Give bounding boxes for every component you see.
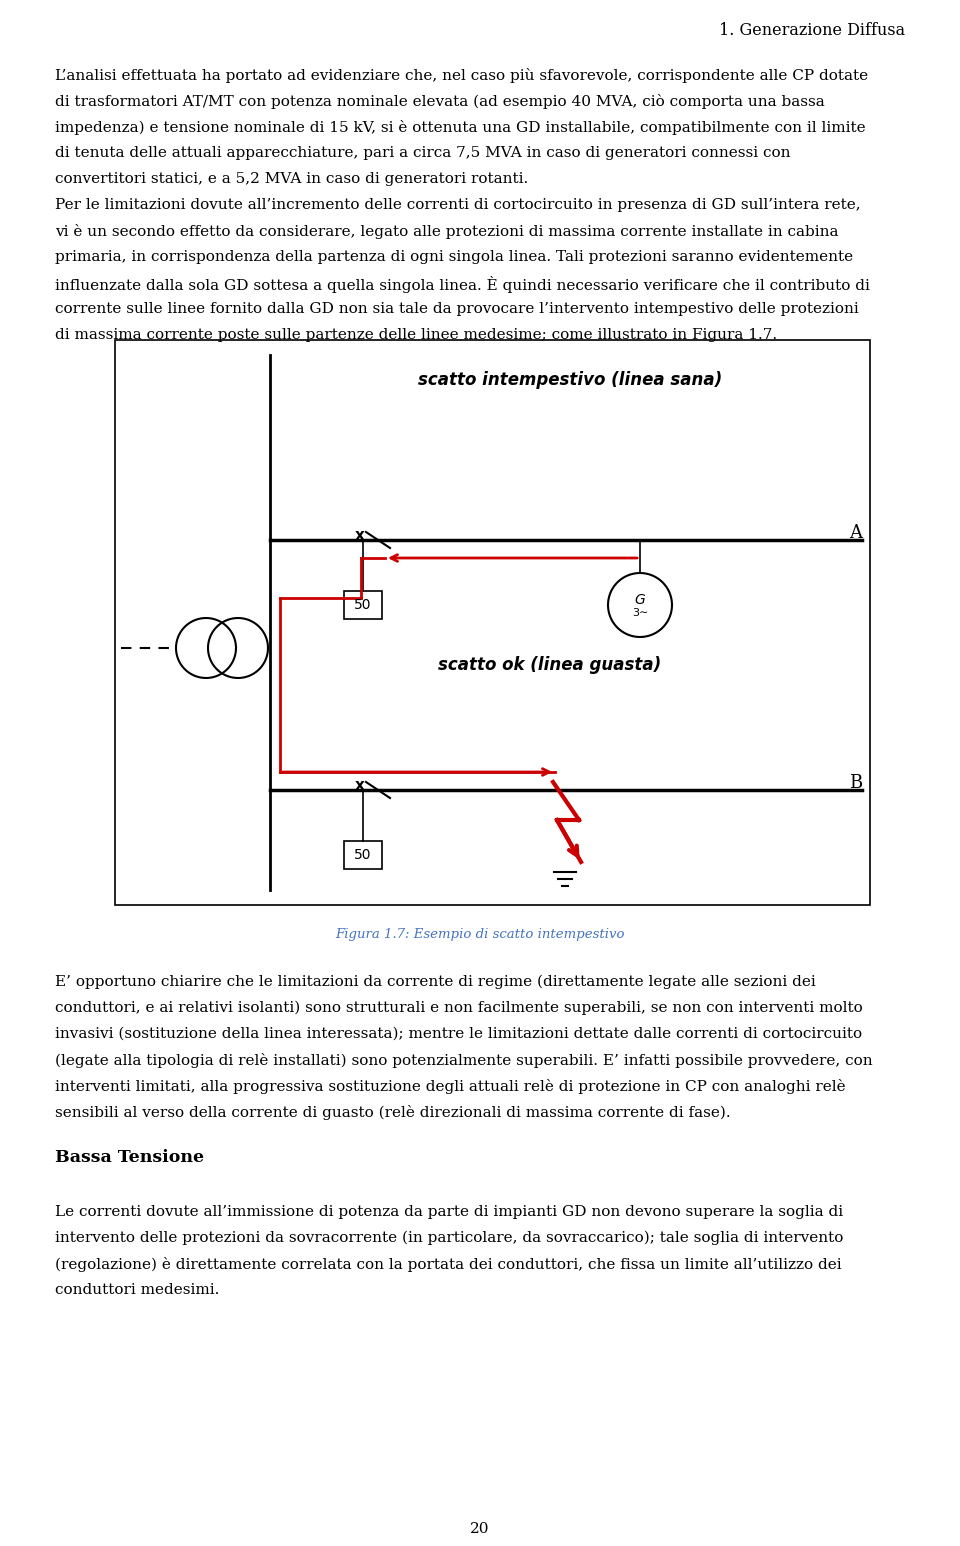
- Text: 3∼: 3∼: [632, 608, 648, 618]
- Text: 50: 50: [354, 598, 372, 612]
- Text: impedenza) e tensione nominale di 15 kV, si è ottenuta una GD installabile, comp: impedenza) e tensione nominale di 15 kV,…: [55, 121, 866, 135]
- Text: L’analisi effettuata ha portato ad evidenziare che, nel caso più sfavorevole, co: L’analisi effettuata ha portato ad evide…: [55, 68, 868, 83]
- Text: 20: 20: [470, 1521, 490, 1537]
- FancyBboxPatch shape: [344, 591, 382, 618]
- Text: primaria, in corrispondenza della partenza di ogni singola linea. Tali protezion: primaria, in corrispondenza della parten…: [55, 250, 853, 264]
- Text: scatto ok (linea guasta): scatto ok (linea guasta): [439, 656, 661, 674]
- Text: x: x: [355, 529, 365, 544]
- Text: interventi limitati, alla progressiva sostituzione degli attuali relè di protezi: interventi limitati, alla progressiva so…: [55, 1079, 846, 1095]
- Text: Per le limitazioni dovute all’incremento delle correnti di cortocircuito in pres: Per le limitazioni dovute all’incremento…: [55, 198, 860, 212]
- Text: conduttori, e ai relativi isolanti) sono strutturali e non facilmente superabili: conduttori, e ai relativi isolanti) sono…: [55, 1000, 863, 1016]
- Text: (regolazione) è direttamente correlata con la portata dei conduttori, che fissa : (regolazione) è direttamente correlata c…: [55, 1257, 842, 1272]
- FancyBboxPatch shape: [344, 841, 382, 869]
- Text: corrente sulle linee fornito dalla GD non sia tale da provocare l’intervento int: corrente sulle linee fornito dalla GD no…: [55, 301, 859, 315]
- Text: Bassa Tensione: Bassa Tensione: [55, 1149, 204, 1166]
- Text: scatto intempestivo (linea sana): scatto intempestivo (linea sana): [418, 371, 722, 390]
- Text: x: x: [355, 779, 365, 793]
- Text: di trasformatori AT/MT con potenza nominale elevata (ad esempio 40 MVA, ciò comp: di trasformatori AT/MT con potenza nomin…: [55, 94, 825, 110]
- Text: Figura 1.7: Esempio di scatto intempestivo: Figura 1.7: Esempio di scatto intempesti…: [335, 928, 625, 942]
- Text: intervento delle protezioni da sovracorrente (in particolare, da sovraccarico); : intervento delle protezioni da sovracorr…: [55, 1231, 844, 1246]
- Text: Le correnti dovute all’immissione di potenza da parte di impianti GD non devono : Le correnti dovute all’immissione di pot…: [55, 1204, 843, 1218]
- Text: G: G: [635, 594, 645, 608]
- Text: sensibili al verso della corrente di guasto (relè direzionali di massima corrent: sensibili al verso della corrente di gua…: [55, 1105, 731, 1119]
- Text: A: A: [849, 524, 862, 543]
- Text: E’ opportuno chiarire che le limitazioni da corrente di regime (direttamente leg: E’ opportuno chiarire che le limitazioni…: [55, 976, 816, 989]
- Text: (legate alla tipologia di relè installati) sono potenzialmente superabili. E’ in: (legate alla tipologia di relè installat…: [55, 1053, 873, 1068]
- Text: 1. Generazione Diffusa: 1. Generazione Diffusa: [719, 22, 905, 39]
- Text: di tenuta delle attuali apparecchiature, pari a circa 7,5 MVA in caso di generat: di tenuta delle attuali apparecchiature,…: [55, 145, 790, 159]
- Text: conduttori medesimi.: conduttori medesimi.: [55, 1283, 220, 1297]
- Text: influenzate dalla sola GD sottesa a quella singola linea. È quindi necessario ve: influenzate dalla sola GD sottesa a quel…: [55, 277, 870, 294]
- Text: convertitori statici, e a 5,2 MVA in caso di generatori rotanti.: convertitori statici, e a 5,2 MVA in cas…: [55, 172, 528, 186]
- Text: B: B: [849, 775, 862, 792]
- Text: di massima corrente poste sulle partenze delle linee medesime; come illustrato i: di massima corrente poste sulle partenze…: [55, 328, 778, 342]
- Text: vi è un secondo effetto da considerare, legato alle protezioni di massima corren: vi è un secondo effetto da considerare, …: [55, 224, 838, 240]
- Text: invasivi (sostituzione della linea interessata); mentre le limitazioni dettate d: invasivi (sostituzione della linea inter…: [55, 1027, 862, 1040]
- Text: 50: 50: [354, 849, 372, 863]
